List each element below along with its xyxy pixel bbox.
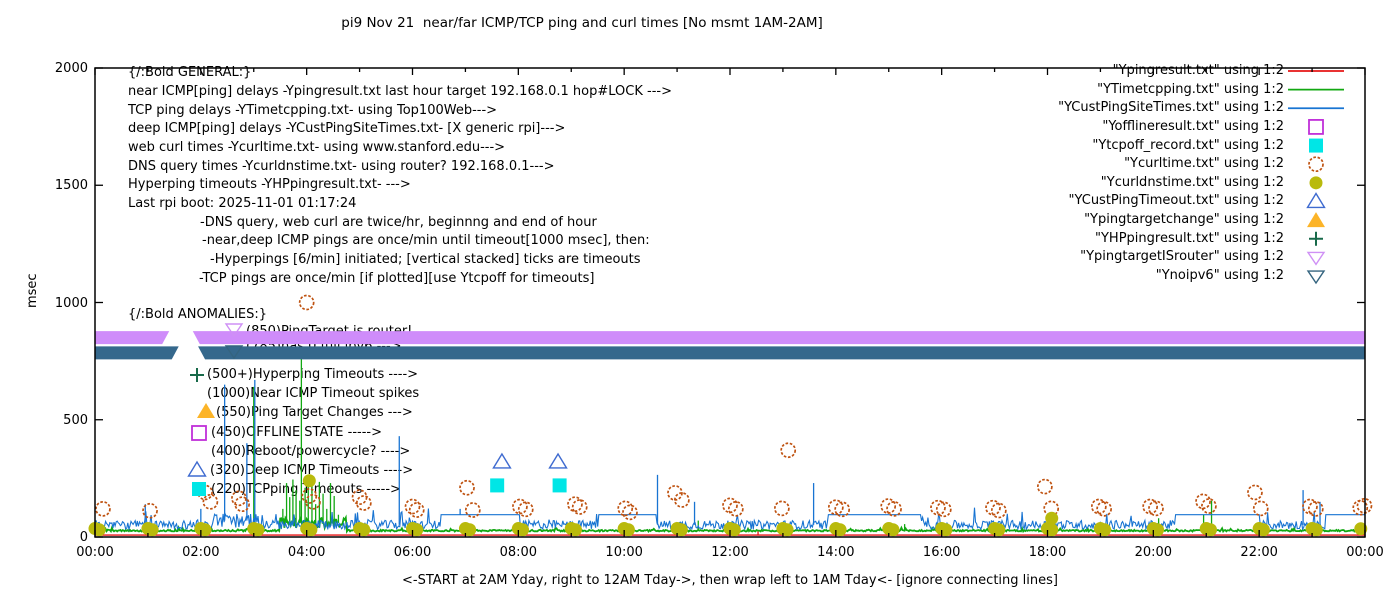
anomaly-line: (1000)Near ICMP Timeout spikes xyxy=(207,386,420,401)
general-line: -near,deep ICMP pings are once/min until… xyxy=(202,233,650,248)
legend-label: "Ytcpoff_record.txt" using 1:2 xyxy=(1092,137,1284,153)
legend-label: "YHPpingresult.txt" using 1:2 xyxy=(1095,230,1284,246)
x-tick-label: 00:00 xyxy=(76,545,114,560)
legend-label: "YCustPingSiteTimes.txt" using 1:2 xyxy=(1058,100,1284,116)
general-line: -DNS query, web curl are twice/hr, begin… xyxy=(200,215,597,230)
anomaly-line: (550)Ping Target Changes ---> xyxy=(216,405,413,420)
legend-label: "Ypingresult.txt" using 1:2 xyxy=(1112,63,1284,78)
x-tick-label: 18:00 xyxy=(1028,545,1067,560)
general-line: DNS query times -Ycurldnstime.txt- using… xyxy=(128,159,555,174)
y-tick-label: 0 xyxy=(79,530,88,545)
legend-label: "Ycurldnstime.txt" using 1:2 xyxy=(1100,174,1284,190)
general-line: -Hyperpings [6/min] initiated; [vertical… xyxy=(210,252,641,267)
y-tick-label: 1000 xyxy=(54,295,88,311)
x-tick-label: 22:00 xyxy=(1240,545,1278,560)
chart-title: pi9 Nov 21 near/far ICMP/TCP ping and cu… xyxy=(341,15,823,31)
x-tick-label: 12:00 xyxy=(711,545,749,560)
legend-label: "YTimetcpping.txt" using 1:2 xyxy=(1097,81,1284,97)
y-tick-label: 2000 xyxy=(54,61,88,76)
general-line: web curl times -Ycurltime.txt- using www… xyxy=(128,140,506,155)
legend-label: "Ypingtargetchange" using 1:2 xyxy=(1084,212,1284,228)
anomaly-line: (450)OFFLINE STATE -----> xyxy=(211,425,382,440)
general-line: TCP ping delays -YTimetcpping.txt- using… xyxy=(128,103,498,118)
series-YCustPingTimeout.txt xyxy=(492,452,568,469)
legend-label: "YCustPingTimeout.txt" using 1:2 xyxy=(1068,193,1284,209)
x-tick-label: 00:00 xyxy=(1346,545,1384,560)
x-tick-label: 14:00 xyxy=(817,545,855,560)
x-axis-label: <-START at 2AM Yday, right to 12AM Tday-… xyxy=(402,573,1058,588)
legend-samples xyxy=(1288,70,1344,285)
x-tick-label: 16:00 xyxy=(922,545,961,560)
anomaly-line: (785)has 0 full ipv6 ---> xyxy=(246,339,402,354)
legend-label: "Ynoipv6" using 1:2 xyxy=(1155,268,1284,284)
x-tick-label: 10:00 xyxy=(605,545,643,560)
anomalies-heading: {/:Bold ANOMALIES:} xyxy=(128,307,268,322)
legend-label: "Yofflineresult.txt" using 1:2 xyxy=(1102,118,1284,134)
y-axis-label: msec xyxy=(25,273,40,308)
general-line: near ICMP[ping] delays -Ypingresult.txt … xyxy=(128,84,672,99)
general-line: Last rpi boot: 2025-11-01 01:17:24 xyxy=(128,196,357,211)
x-tick-label: 06:00 xyxy=(393,545,432,560)
anomaly-line: (320)Deep ICMP Timeouts ----> xyxy=(210,463,414,478)
x-tick-label: 20:00 xyxy=(1134,545,1173,560)
x-tick-label: 08:00 xyxy=(499,545,538,560)
series-Ytcpoff_record.txt xyxy=(490,478,567,493)
general-line: Hyperping timeouts -YHPpingresult.txt- -… xyxy=(128,177,411,192)
legend-label: "Ycurltime.txt" using 1:2 xyxy=(1124,156,1284,172)
general-line: -TCP pings are once/min [if plotted][use… xyxy=(199,271,595,286)
y-tick-label: 500 xyxy=(63,412,88,428)
general-heading: {/:Bold GENERAL:} xyxy=(128,65,252,80)
y-tick-label: 1500 xyxy=(54,178,88,194)
series-Ypingresult.txt xyxy=(95,530,1365,536)
anomaly-line: (500+)Hyperping Timeouts ----> xyxy=(207,367,419,382)
anomaly-line: (400)Reboot/powercycle? ----> xyxy=(211,444,411,459)
anomaly-line: (850)PingTarget is router! xyxy=(246,324,413,339)
x-tick-label: 02:00 xyxy=(182,545,220,560)
general-line: deep ICMP[ping] delays -YCustPingSiteTim… xyxy=(128,121,566,136)
legend-label: "YpingtargetISrouter" using 1:2 xyxy=(1080,249,1284,265)
x-tick-label: 04:00 xyxy=(287,545,326,560)
anomaly-line: (220)TCPping Timeouts -----> xyxy=(211,482,401,497)
